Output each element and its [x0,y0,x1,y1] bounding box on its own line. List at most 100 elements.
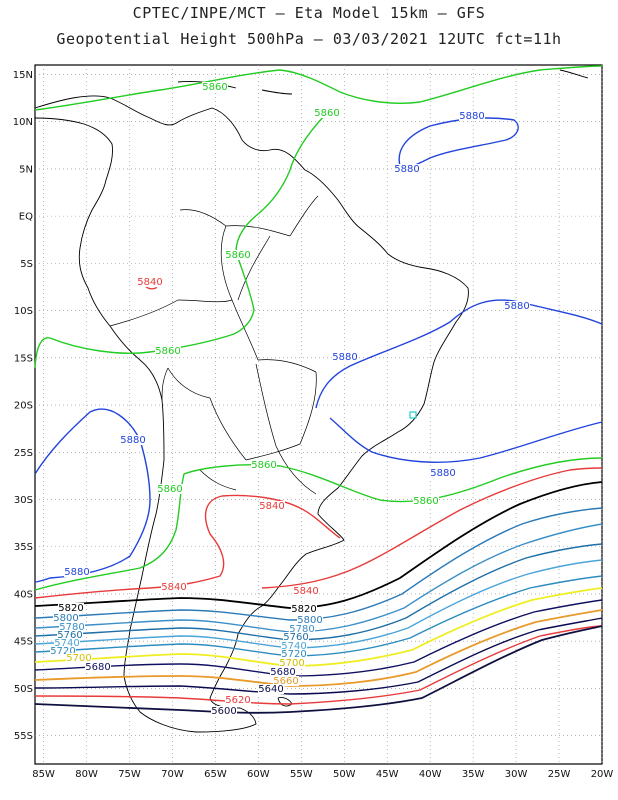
contour-label-bg [57,630,83,640]
latitude-labels: 15N 10N 5N EQ 5S 10S 15S 20S 25S 30S 35S 40S 45S 50S 5… [13,70,33,742]
contour-label-bg [50,646,76,656]
contour-label-bg [251,460,277,470]
height-contours [34,65,603,714]
contour-label-bg [59,622,85,632]
contour-label-bg [155,346,181,356]
contour-5880-north [398,117,519,168]
contour-label: 5660 [273,676,298,687]
contour-label-bg [225,695,251,705]
contour-label-bg [281,641,307,651]
contour-label-bg [225,250,251,260]
contour-label-bg [58,603,84,613]
contour-label: 5680 [270,667,295,678]
contour-label: 5860 [225,250,250,261]
contour-5880-east [315,299,603,409]
contour-label: 5860 [202,82,227,93]
contour-5880-southeast [329,417,603,463]
contour-label-bg [297,615,323,625]
contour-label: 5700 [66,653,91,664]
map-title-line-1: CPTEC/INPE/MCT – Eta Model 15km – GFS [132,4,486,22]
lat-tick-label: 30S [14,495,33,506]
contour-label: 5880 [504,301,529,312]
lat-tick-label: 5N [19,164,33,175]
lat-tick-label: 55S [14,731,33,742]
contour-label: 5880 [64,567,89,578]
lon-tick-label: 45W [376,769,399,780]
contour-5720 [34,575,603,657]
contour-label-bg [279,658,305,668]
contour-label-bg [161,582,187,592]
lon-tick-label: 40W [419,769,442,780]
contour-label-bg [270,667,296,677]
contour-label-bg [273,676,299,686]
map-frame [34,64,603,765]
contour-5880-west [34,408,151,583]
contour-label-bg [54,638,80,648]
lat-tick-label: 20S [14,401,33,412]
contour-label: 5880 [430,468,455,479]
lon-tick-label: 35W [462,769,485,780]
contour-label: 5860 [314,108,339,119]
lat-tick-label: 15S [14,353,33,364]
contour-label: 5720 [281,649,306,660]
map-title-line-2: Geopotential Height 500hPa – 03/03/2021 … [56,30,562,48]
lon-tick-label: 50W [333,769,356,780]
lon-tick-label: 30W [505,769,528,780]
contour-5700 [34,587,603,667]
central-america-coast [34,95,469,733]
contour-label-bg [281,649,307,659]
lat-tick-label: 45S [14,637,33,648]
contour-label: 5740 [281,641,306,652]
lon-tick-label: 25W [548,769,571,780]
contour-label-bg [413,496,439,506]
contour-5860-north [34,65,603,111]
contour-label: 5800 [297,615,322,626]
contour-5820 [34,481,603,609]
lat-tick-label: 10N [13,117,33,128]
lon-tick-label: 75W [118,769,141,780]
lat-tick-label: 10S [14,306,33,317]
contour-5780 [34,523,603,633]
contour-label: 5820 [291,604,316,615]
contour-label: 5880 [459,111,484,122]
contour-label: 5640 [258,684,283,695]
contour-label: 5700 [279,658,304,669]
lat-tick-label: 25S [14,448,33,459]
contour-5860-amazon [34,109,331,369]
lon-tick-label: 55W [290,769,313,780]
contour-label: 5780 [289,624,314,635]
contour-label: 5840 [137,277,162,288]
contour-label-bg [66,653,92,663]
contour-label-bg [53,613,79,623]
contour-label: 5880 [394,164,419,175]
contour-5640 [34,617,603,695]
contour-label: 5840 [259,501,284,512]
contour-label: 5760 [57,630,82,641]
lat-tick-label: 35S [14,542,33,553]
lat-tick-label: 50S [14,684,33,695]
contour-label-bg [430,468,456,478]
contour-label-bg [394,164,420,174]
contour-label: 5680 [85,662,110,673]
contour-label-bg [314,108,340,118]
contour-5760 [34,543,603,641]
contour-label-bg [283,632,309,642]
lon-tick-label: 80W [75,769,98,780]
contour-label-bg [258,684,284,694]
contour-label: 5860 [413,496,438,507]
contour-label: 5860 [251,460,276,471]
contour-label-bg [293,586,319,596]
lon-tick-label: 65W [204,769,227,780]
contour-label-bg [64,567,90,577]
contour-label: 5840 [293,586,318,597]
contour-5660 [34,609,603,687]
lat-tick-label: 40S [14,589,33,600]
contour-label: 5760 [283,632,308,643]
lon-tick-label: 70W [161,769,184,780]
contour-label-bg [120,435,146,445]
contour-label: 5740 [54,638,79,649]
contour-5800 [34,507,603,621]
contour-5840-west [34,494,341,599]
contour-label: 5860 [157,484,182,495]
lon-tick-label: 20W [591,769,614,780]
